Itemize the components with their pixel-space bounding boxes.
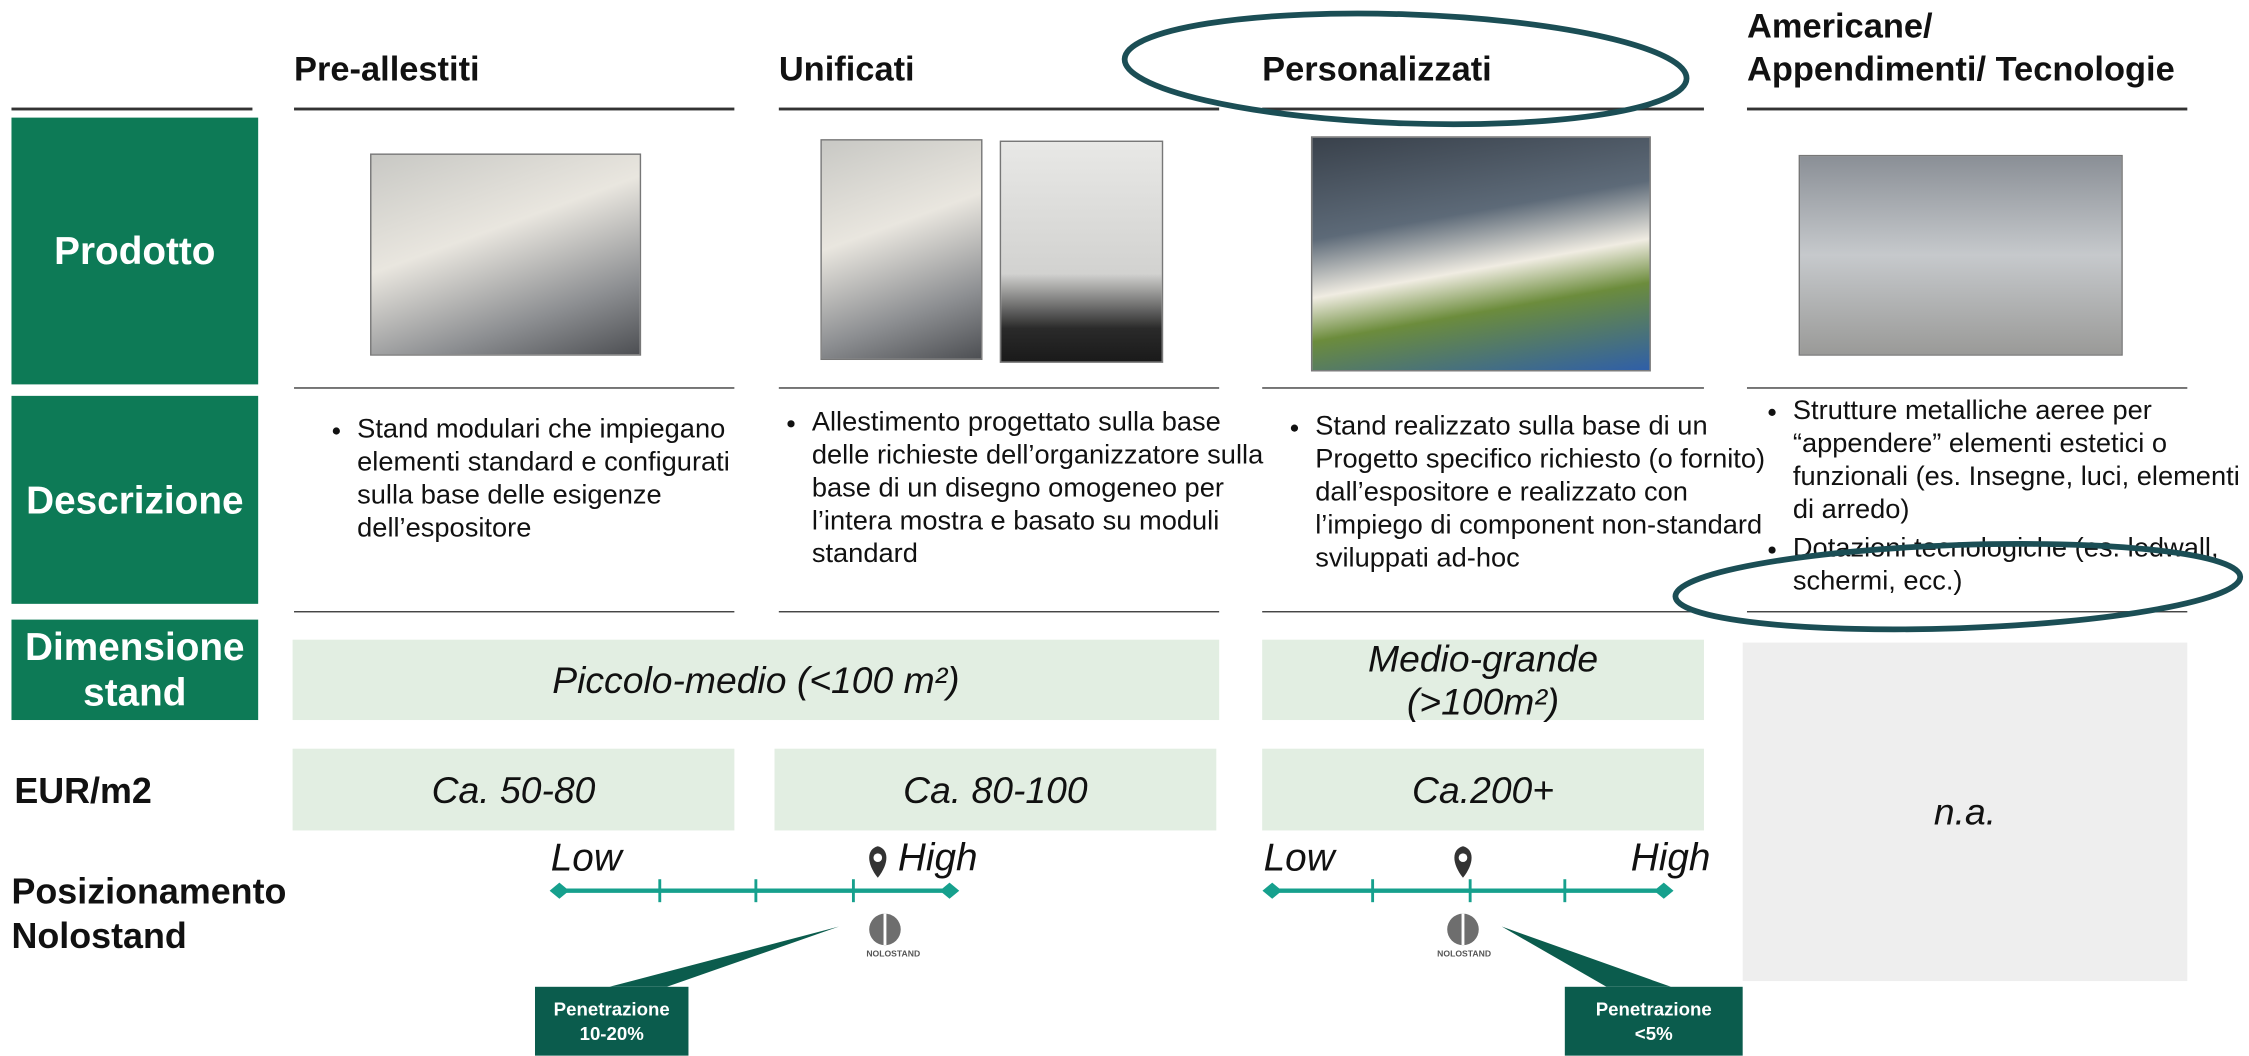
price-box: Ca. 50-80 (292, 748, 735, 831)
header-rule (294, 107, 735, 111)
stand-photo (820, 139, 983, 361)
pin-dot (873, 853, 883, 863)
divider (294, 387, 735, 389)
callout: Penetrazione <5% (1564, 986, 1743, 1056)
divider (1262, 387, 1704, 389)
divider (1262, 611, 1704, 613)
logo-text: NOLOSTAND (1437, 950, 1492, 960)
scale-end (1262, 882, 1674, 899)
description-list: Stand realizzato sulla base di un Proget… (1281, 410, 1774, 581)
column-header: Unificati (778, 50, 915, 89)
header-rule (1746, 107, 2188, 111)
description-list: Stand modulari che impiegano elementi st… (323, 413, 773, 551)
header-rule (1262, 107, 1704, 111)
scale (549, 879, 1674, 903)
scale-end (549, 882, 960, 899)
pin-dot (1458, 853, 1468, 863)
column-header: Pre-allestiti (294, 50, 480, 89)
stand-photo (999, 140, 1164, 363)
description-item: Stand realizzato sulla base di un Proget… (1315, 410, 1774, 575)
callout-pointer (609, 926, 840, 987)
scale-high: High (897, 836, 978, 880)
row-label: Posizionamento Nolostand (11, 872, 287, 957)
stand-photo (1310, 136, 1651, 372)
description-item: Allestimento progettato sulla base delle… (812, 406, 1285, 571)
scale-low: Low (550, 836, 622, 880)
na-box: n.a. (1742, 642, 2188, 982)
description-list: Strutture metalliche aeree per “appender… (1758, 394, 2249, 603)
row-label: EUR/m2 (14, 771, 152, 812)
dimension-box: Piccolo-medio (<100 m²) (292, 639, 1220, 721)
description-item: Stand modulari che impiegano elementi st… (357, 413, 773, 545)
highlight-ellipse (1121, 10, 1690, 128)
description-item: Strutture metalliche aeree per “appender… (1793, 394, 2249, 526)
scale-high: High (1630, 836, 1711, 880)
callout-pointer (1501, 926, 1671, 987)
divider (778, 387, 1220, 389)
divider (294, 611, 735, 613)
dimension-box: Medio-grande (>100m²) (1262, 637, 1704, 723)
stand-photo (1798, 154, 2123, 356)
description-list: Allestimento progettato sulla base delle… (777, 406, 1285, 577)
divider (778, 611, 1220, 613)
column-header: Americane/ Appendimenti/ Tecnologie (1746, 7, 2175, 89)
scale-low: Low (1263, 836, 1335, 880)
header-rule (778, 107, 1220, 111)
price-box: Ca.200+ (1262, 748, 1704, 831)
row-label: Descrizione (11, 395, 259, 604)
stand-photo (370, 153, 642, 356)
row-label: Prodotto (11, 117, 259, 385)
row-label: Dimensione stand (11, 619, 259, 721)
divider (1746, 611, 2188, 613)
price-box: Ca. 80-100 (774, 748, 1217, 831)
highlight-ellipse (1672, 541, 2244, 633)
column-header: Personalizzati (1262, 50, 1492, 89)
callout: Penetrazione 10-20% (534, 986, 689, 1056)
logo-text: NOLOSTAND (866, 950, 921, 960)
divider (1746, 387, 2188, 389)
header-rule (11, 107, 253, 111)
